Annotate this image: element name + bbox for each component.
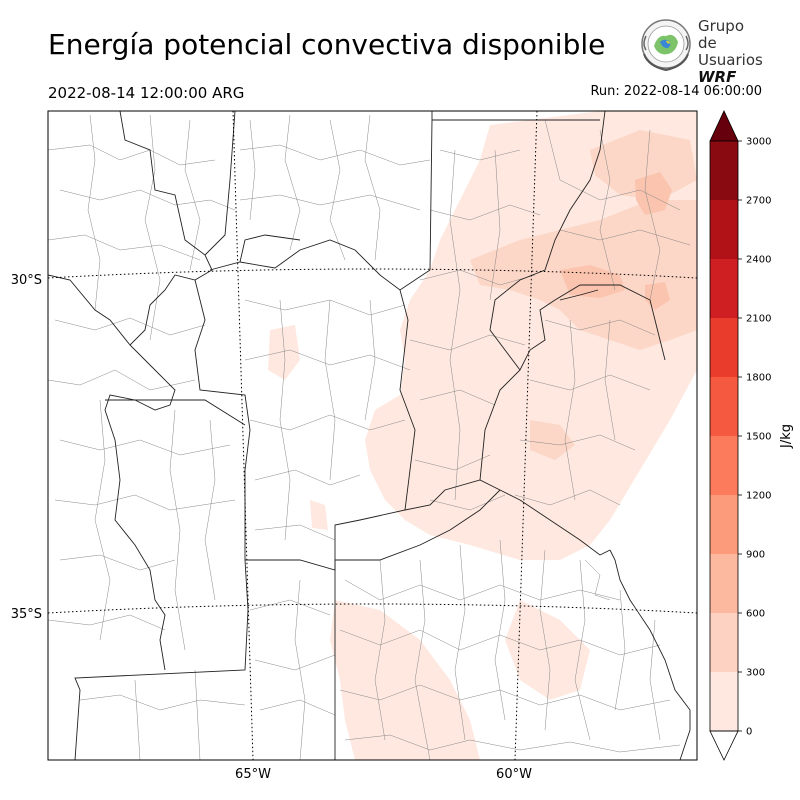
- grupo-usuarios-wrf-logo: Grupo de Usuarios WRF: [636, 14, 763, 86]
- colorbar-tick-label: 1200: [746, 491, 771, 502]
- colorbar-tick-label: 300: [746, 668, 765, 679]
- colorbar-band: [710, 141, 738, 200]
- chile-argentina-border: [104, 111, 213, 671]
- lon-label-60w: 60°W: [496, 767, 532, 782]
- logo-line2: Usuarios: [698, 51, 763, 69]
- colorbar-tick-label: 1500: [746, 432, 771, 443]
- colorbar-band: [710, 554, 738, 613]
- colorbar-band: [710, 436, 738, 495]
- colorbar: 0 300 600 900 1200 1500 1800 2100 2400 2700 3000 J…: [709, 110, 794, 761]
- cape-region-300-b: [590, 130, 697, 200]
- cape-region-south-small: [505, 600, 590, 700]
- cape-region-600-b: [635, 172, 672, 215]
- lat-label-30s: 30°S: [11, 273, 42, 288]
- cape-region-600: [560, 265, 625, 298]
- colorbar-tick-label: 2100: [746, 314, 771, 325]
- lat-label-35s: 35°S: [11, 607, 42, 622]
- colorbar-band: [710, 672, 738, 731]
- colorbar-tick-label: 900: [746, 550, 765, 561]
- run-time: Run: 2022-08-14 06:00:00: [590, 84, 762, 99]
- graticule-60w: [514, 111, 538, 760]
- logo-emblem-icon: [641, 19, 691, 72]
- graticule-65w: [232, 111, 254, 760]
- graticule-35s: [48, 603, 697, 614]
- colorbar-tick-label: 2700: [746, 196, 771, 207]
- valid-time: 2022-08-14 12:00:00 ARG: [48, 84, 245, 102]
- colorbar-band: [710, 318, 738, 377]
- cape-region-south: [330, 600, 480, 760]
- department-boundaries: [48, 114, 691, 760]
- colorbar-extend-low: [709, 730, 739, 761]
- colorbar-tick-label: 0: [746, 727, 752, 738]
- colorbar-band: [710, 613, 738, 672]
- colorbar-band: [710, 259, 738, 318]
- logo-text: Grupo de Usuarios WRF: [698, 18, 763, 86]
- cape-region-600-c: [645, 282, 670, 310]
- lon-label-65w: 65°W: [235, 767, 271, 782]
- colorbar-tick-label: 2400: [746, 255, 771, 266]
- graticule-30s: [48, 268, 697, 279]
- colorbar-band: [710, 377, 738, 436]
- logo-line1: Grupo de: [698, 17, 744, 52]
- graticule: [48, 111, 697, 760]
- cape-region-300-c: [530, 420, 575, 460]
- cape-region-west-patch2: [310, 500, 328, 530]
- map-frame: [47, 110, 698, 761]
- colorbar-band: [710, 200, 738, 259]
- logo-line3: WRF: [698, 68, 737, 86]
- colorbar-extend-high: [709, 110, 739, 142]
- colorbar-tick-label: 1800: [746, 373, 771, 384]
- map-title: Energía potencial convectiva disponible: [48, 28, 606, 61]
- map-area: [48, 111, 697, 760]
- cape-region-west-patch: [268, 325, 300, 380]
- colorbar-tick-label: 3000: [746, 137, 771, 148]
- colorbar-label: J/kg: [779, 424, 794, 449]
- cape-shading: [268, 111, 697, 760]
- colorbar-tick-label: 600: [746, 609, 765, 620]
- colorbar-band: [710, 495, 738, 554]
